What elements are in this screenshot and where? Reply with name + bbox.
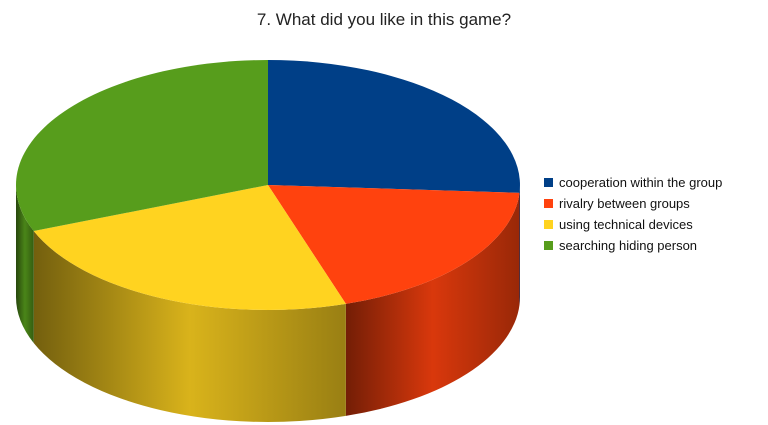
- pie-tops: [15, 60, 520, 310]
- pie-side-3: [16, 185, 34, 344]
- legend: cooperation within the group rivalry bet…: [544, 172, 722, 256]
- legend-item: using technical devices: [544, 214, 722, 235]
- pie-slice-1: [268, 185, 520, 304]
- pie-side-2: [33, 231, 346, 422]
- pie-side-1: [345, 192, 520, 416]
- legend-label: using technical devices: [559, 217, 693, 232]
- legend-label: cooperation within the group: [559, 175, 723, 190]
- legend-item: rivalry between groups: [544, 193, 722, 214]
- legend-swatch: [544, 199, 553, 208]
- legend-swatch: [544, 241, 553, 250]
- pie-slice-0: [268, 60, 520, 193]
- pie-slice-2: [33, 185, 346, 310]
- legend-label: rivalry between groups: [559, 196, 690, 211]
- pie-sides: [16, 185, 520, 422]
- legend-swatch: [544, 220, 553, 229]
- pie-slice-3: [15, 60, 269, 232]
- legend-item: cooperation within the group: [544, 172, 722, 193]
- legend-label: searching hiding person: [559, 238, 698, 253]
- legend-item: searching hiding person: [544, 235, 722, 256]
- legend-swatch: [544, 178, 553, 187]
- chart-title: 7. What did you like in this game?: [256, 10, 512, 29]
